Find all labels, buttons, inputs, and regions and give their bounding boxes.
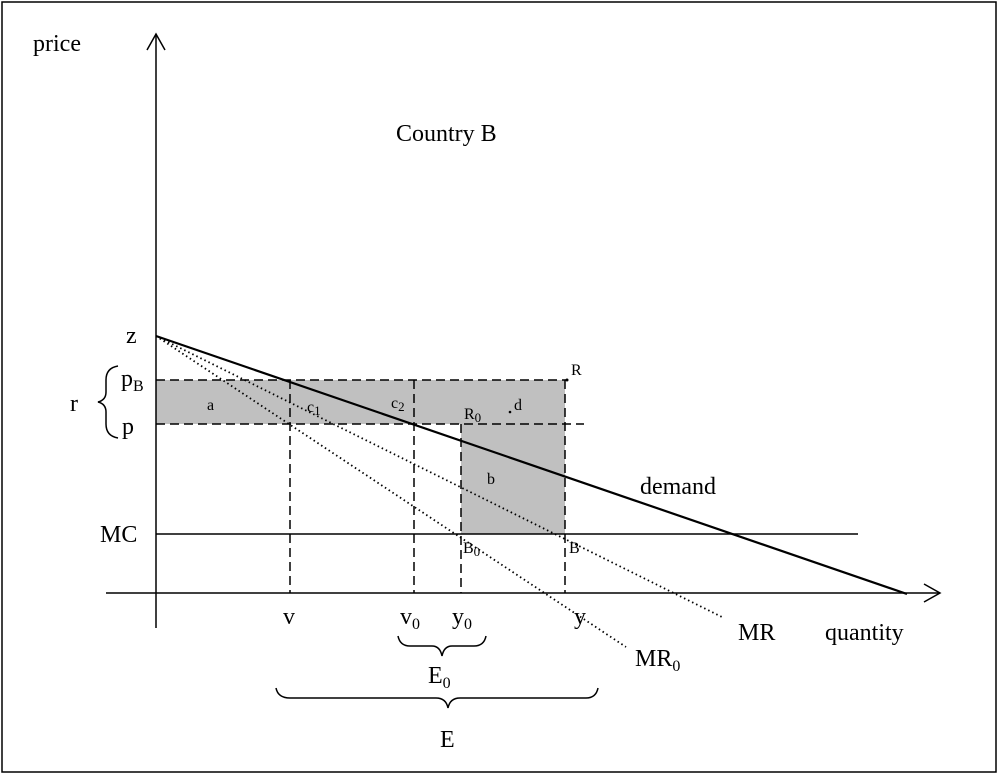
region-a-label: a (207, 397, 214, 414)
y0-label: y0 (452, 604, 472, 633)
region-c1-label: c1 (307, 399, 321, 418)
region-b-label: b (487, 471, 495, 488)
quantity-axis-label: quantity (825, 620, 904, 646)
quantity-axis-arrow (923, 583, 942, 603)
point-b0-label: B0 (463, 540, 480, 559)
price-axis-arrow (146, 32, 166, 51)
diagram-title: Country B (396, 121, 497, 147)
r-label: r (70, 391, 78, 417)
d-point (508, 410, 512, 414)
price-axis-label: price (33, 31, 81, 57)
e-brace (275, 687, 599, 709)
point-b-label: B (569, 540, 580, 557)
v-label: v (283, 604, 295, 630)
demand-label: demand (640, 474, 716, 500)
e0-label: E0 (428, 663, 451, 692)
mr0-label: MR0 (635, 646, 680, 675)
mr-label: MR (738, 620, 775, 646)
point-r0-label: R0 (464, 406, 481, 425)
shaded-cost-area-b (461, 424, 565, 534)
z-label: z (126, 323, 137, 349)
r-point (565, 378, 569, 382)
r-brace (97, 365, 119, 439)
e0-brace (397, 635, 487, 657)
v0-label: v0 (400, 604, 420, 633)
y-label: y (574, 604, 586, 630)
e-label: E (440, 727, 455, 753)
shaded-rent-area (156, 380, 565, 424)
mc-label: MC (100, 522, 137, 548)
mr-curve (155, 335, 723, 618)
region-d-label: d (514, 397, 522, 414)
pb-label: pB (121, 366, 144, 395)
p-label: p (122, 414, 134, 440)
demand-curve (155, 334, 908, 596)
region-c2-label: c2 (391, 395, 405, 414)
point-r-label: R (571, 362, 582, 379)
